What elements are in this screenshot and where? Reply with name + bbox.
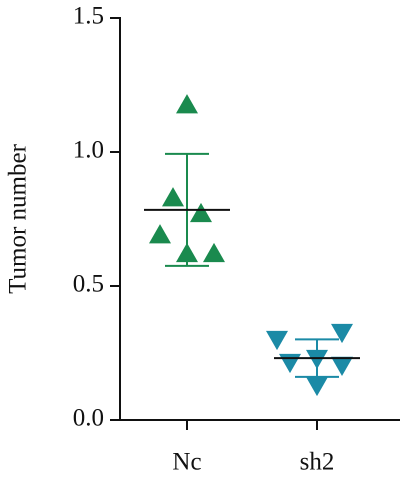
- data-point: [203, 242, 225, 263]
- x-tick-label: Nc: [172, 449, 201, 476]
- data-point: [176, 94, 198, 114]
- x-tick-label: sh2: [300, 449, 335, 476]
- y-tick-label: 1.0: [73, 137, 104, 164]
- data-point: [149, 224, 171, 244]
- data-point: [331, 356, 353, 377]
- y-tick-label: 0.5: [73, 271, 104, 298]
- y-axis-label: Tumor number: [5, 143, 32, 293]
- data-point: [331, 323, 353, 344]
- data-point: [190, 202, 212, 223]
- data-point: [279, 353, 301, 374]
- data-point: [162, 187, 184, 207]
- y-tick-label: 1.5: [73, 3, 104, 30]
- y-tick-label: 0.0: [73, 405, 104, 432]
- data-point: [306, 376, 328, 397]
- data-point: [266, 330, 288, 351]
